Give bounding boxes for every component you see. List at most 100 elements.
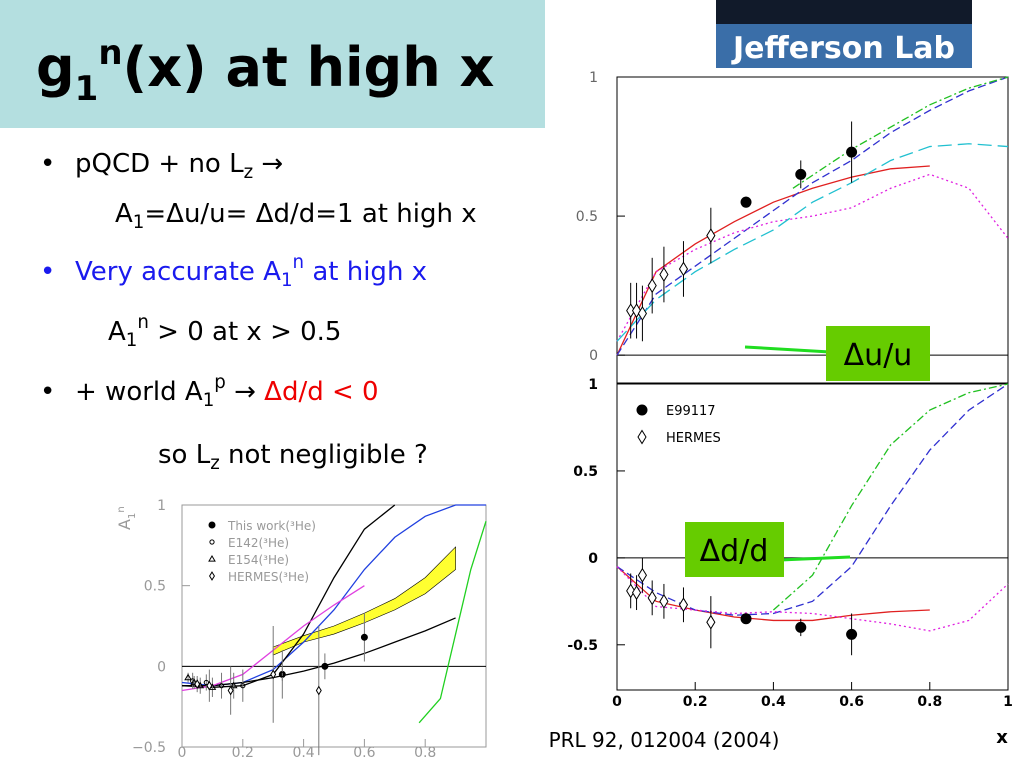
logo-text: Jefferson Lab [731, 31, 955, 66]
plot-frame [181, 504, 487, 748]
text: > 0 at x > 0.5 [149, 317, 342, 347]
x-tick-label: 0.8 [917, 694, 942, 710]
text: not negligible ? [220, 440, 428, 470]
text: A [115, 199, 133, 229]
title-sup: n [98, 33, 122, 73]
bullet-dot: • [40, 149, 55, 179]
label-box [685, 522, 784, 577]
point [647, 590, 657, 606]
bullet: + world A1p → Δd/d < 0 [75, 372, 379, 411]
point [315, 685, 322, 696]
sub: 1 [203, 390, 215, 411]
x-tick-label: 0.8 [414, 745, 436, 761]
point [626, 583, 636, 599]
x-tick-label: 0.4 [292, 745, 314, 761]
theory-curve [418, 520, 487, 724]
slide-title: g1n(x) at high x [36, 33, 494, 109]
text: A [108, 317, 126, 347]
bullet-line: A1n > 0 at x > 0.5 [108, 312, 341, 351]
pointer [779, 555, 851, 562]
band [272, 546, 456, 656]
box-label: Δu/u [844, 338, 913, 373]
point [208, 521, 216, 529]
theory-curve [616, 76, 1009, 356]
theory-curve [616, 173, 1009, 342]
plot-frame [616, 76, 1009, 384]
plot-frame [616, 383, 1009, 691]
theory-curve [616, 566, 930, 622]
y-tick-label: −0.5 [132, 740, 166, 756]
sup: n [137, 312, 149, 333]
y-axis-label-part: A [115, 519, 134, 530]
point [208, 555, 216, 562]
y-tick-label: 0 [589, 348, 598, 364]
sub: 1 [133, 212, 145, 233]
x-tick-label: 1 [1003, 694, 1013, 710]
bullet-dot: • [40, 257, 55, 287]
point [240, 683, 246, 689]
x-tick-label: 0 [178, 745, 187, 761]
theory-curve [616, 143, 1009, 342]
legend-label: HERMES [666, 431, 721, 446]
point [631, 303, 642, 319]
sub: 1 [281, 270, 293, 291]
point [229, 681, 238, 689]
bullets: • pQCD + no Lz → A1=Δu/u= Δd/d=1 at high… [40, 149, 477, 474]
label-box [826, 326, 930, 381]
text: + world A [75, 377, 203, 407]
point [636, 404, 648, 416]
title-part: g [36, 36, 75, 99]
y-tick-label: 0.5 [573, 464, 598, 480]
y-tick-label: -0.5 [567, 638, 598, 654]
point [678, 597, 689, 613]
point [637, 429, 647, 445]
text: at high x [304, 257, 427, 287]
reference: PRL 92, 012004 (2004) [549, 728, 780, 752]
legend-label: E99117 [666, 404, 716, 419]
y-tick-label: 0 [588, 551, 598, 567]
legend-label: E154(³He) [228, 553, 289, 567]
sub: z [210, 453, 220, 474]
point [209, 539, 215, 545]
y-axis-label-part: n [116, 506, 127, 512]
point [846, 146, 858, 158]
plots: 0 0.5 1 -0.5 0 0.5 1 0 0.2 0.4 0.6 0.8 1 x E99117 HERME… [115, 70, 1013, 761]
x-tick-label: 0.4 [761, 694, 786, 710]
theory-curve [792, 76, 1009, 189]
y-axis-label: A1n [115, 506, 138, 530]
text: so L [158, 440, 211, 470]
point [321, 662, 329, 670]
text: pQCD + no L [75, 149, 244, 179]
box-label: Δd/d [700, 534, 769, 569]
y-axis-label-part: 1 [127, 513, 138, 519]
bullet: pQCD + no Lz → [75, 149, 283, 183]
point [678, 261, 689, 277]
theory-curve [616, 165, 930, 356]
point [184, 673, 192, 681]
text: Very accurate A [75, 257, 281, 287]
text: =Δu/u= Δd/d=1 at high x [144, 199, 476, 229]
point [209, 571, 215, 581]
x-tick-label: 0.2 [232, 745, 254, 761]
sup: p [214, 372, 226, 393]
point [740, 613, 752, 625]
bullet: Very accurate A1n at high x [75, 252, 427, 291]
theory-curve [616, 566, 1009, 632]
point [659, 267, 669, 282]
title-sub: 1 [75, 69, 99, 109]
y-tick-label: 1 [589, 70, 598, 86]
point [218, 683, 225, 689]
point [647, 278, 657, 294]
point [740, 196, 752, 208]
x-axis-label: x [996, 727, 1008, 748]
logo-band [716, 24, 972, 68]
text: → [253, 149, 283, 179]
y-tick-label: 1 [157, 498, 166, 514]
legend-label: E142(³He) [228, 536, 289, 550]
x-tick-label: 0.6 [353, 745, 375, 761]
y-tick-label: 0 [157, 659, 166, 675]
bullet-dot: • [40, 377, 55, 407]
point [637, 306, 648, 321]
point [795, 168, 807, 180]
